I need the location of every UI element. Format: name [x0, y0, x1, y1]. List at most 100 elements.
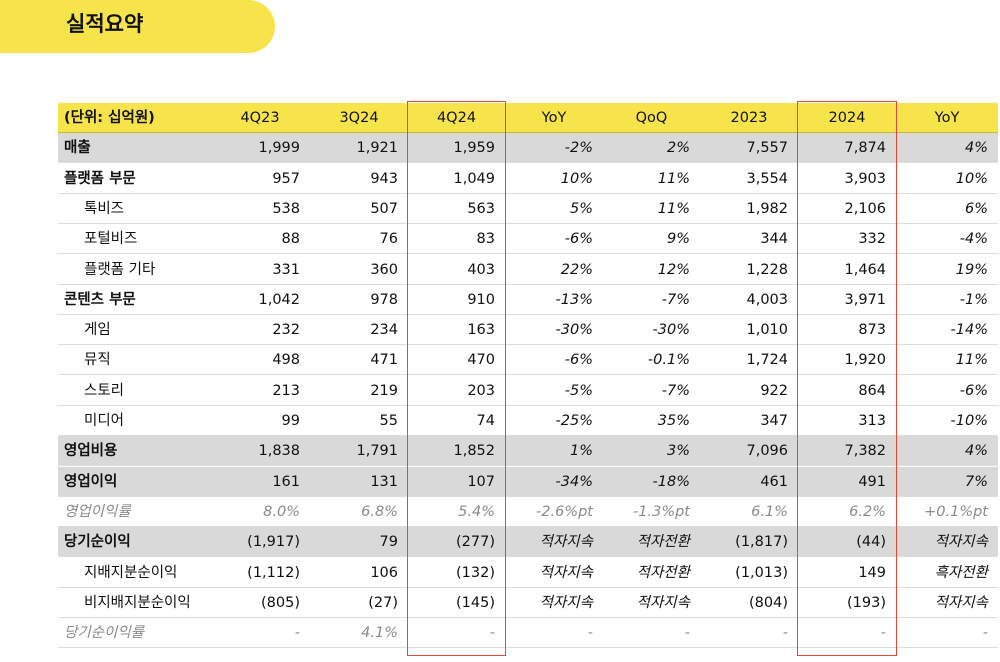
table-cell: -0.1% [603, 345, 700, 376]
row-label: 당기순이익 [58, 527, 210, 558]
table-cell: 1% [505, 436, 603, 467]
table-cell: 4,003 [700, 284, 798, 315]
table-cell: 35% [603, 406, 700, 436]
table-cell: - [603, 618, 700, 649]
table-cell: 213 [210, 375, 310, 406]
table-cell: 957 [210, 163, 310, 194]
page-title: 실적요약 [66, 12, 144, 36]
column-header: (단위: 십억원) [58, 103, 210, 133]
table-cell: 7,096 [700, 436, 798, 467]
table-cell: 11% [603, 193, 700, 224]
row-label: 플랫폼 기타 [58, 254, 210, 285]
table-cell: 1,010 [700, 315, 798, 346]
table-cell: 1,921 [310, 133, 408, 164]
table-cell: 910 [408, 284, 505, 315]
table-cell: 12% [603, 254, 700, 285]
table-cell: 3,554 [700, 163, 798, 194]
table-cell: (27) [310, 587, 408, 618]
table-cell: 1,959 [408, 133, 505, 164]
table-cell: 203 [408, 375, 505, 406]
row-label: 당기순이익률 [58, 618, 210, 649]
table-cell: 76 [310, 224, 408, 255]
table-cell: 22% [505, 254, 603, 285]
table-cell: 1,920 [798, 345, 896, 376]
table-cell: 1,724 [700, 345, 798, 376]
table-cell: (1,112) [210, 557, 310, 588]
table-cell: (44) [798, 527, 896, 558]
table-cell: 873 [798, 315, 896, 346]
table-cell: 2% [603, 133, 700, 164]
column-header: 3Q24 [310, 103, 408, 133]
column-header: QoQ [603, 103, 700, 133]
table-cell: 313 [798, 406, 896, 436]
table-cell: 471 [310, 345, 408, 376]
table-cell: (277) [408, 527, 505, 558]
table-cell: -30% [505, 315, 603, 346]
table-cell: 2,106 [798, 193, 896, 224]
table-cell: 1,838 [210, 436, 310, 467]
table-cell: 9% [603, 224, 700, 255]
table-cell: 적자전환 [603, 527, 700, 558]
table-cell: 6.8% [310, 496, 408, 527]
table-cell: 10% [505, 163, 603, 194]
table-cell: 1,999 [210, 133, 310, 164]
column-header: 2024 [798, 103, 896, 133]
table-cell: (132) [408, 557, 505, 588]
table-cell: - [505, 618, 603, 649]
table-cell: (1,917) [210, 527, 310, 558]
table-cell: -18% [603, 466, 700, 497]
table-cell: 106 [310, 557, 408, 588]
table-cell: 507 [310, 193, 408, 224]
table-cell: 적자지속 [896, 587, 998, 618]
table-cell: 7,382 [798, 436, 896, 467]
table-cell: 6.1% [700, 496, 798, 527]
table-cell: 적자지속 [505, 587, 603, 618]
table-cell: (805) [210, 587, 310, 618]
table-cell: 219 [310, 375, 408, 406]
table-cell: -30% [603, 315, 700, 346]
column-header: 4Q23 [210, 103, 310, 133]
table-cell: 11% [603, 163, 700, 194]
table-cell: 360 [310, 254, 408, 285]
table-cell: -14% [896, 315, 998, 346]
table-cell: 232 [210, 315, 310, 346]
table-cell: 4% [896, 436, 998, 467]
table-cell: 149 [798, 557, 896, 588]
table-cell: (1,817) [700, 527, 798, 558]
table-cell: 3,903 [798, 163, 896, 194]
row-label: 비지배지분순이익 [58, 587, 210, 618]
table-cell: 7% [896, 466, 998, 497]
table-cell: -10% [896, 406, 998, 436]
table-cell: 19% [896, 254, 998, 285]
table-cell: 331 [210, 254, 310, 285]
table-cell: 107 [408, 466, 505, 497]
column-header: 2023 [700, 103, 798, 133]
row-label: 플랫폼 부문 [58, 163, 210, 194]
table-cell: 8.0% [210, 496, 310, 527]
table-cell: 적자전환 [603, 557, 700, 588]
table-cell: 344 [700, 224, 798, 255]
table-cell: 7,557 [700, 133, 798, 164]
row-label: 스토리 [58, 375, 210, 406]
table-cell: 234 [310, 315, 408, 346]
table-cell: (145) [408, 587, 505, 618]
table-cell: 10% [896, 163, 998, 194]
table-cell: - [700, 618, 798, 649]
row-label: 영업이익률 [58, 496, 210, 527]
column-header: 4Q24 [408, 103, 505, 133]
table-cell: - [896, 618, 998, 649]
table-cell: 470 [408, 345, 505, 376]
table-cell: 1,049 [408, 163, 505, 194]
table-cell: 55 [310, 406, 408, 436]
table-cell: -7% [603, 375, 700, 406]
table-cell: - [210, 618, 310, 649]
table-cell: 1,791 [310, 436, 408, 467]
table-cell: (1,013) [700, 557, 798, 588]
table-cell: 4.1% [310, 618, 408, 649]
table-cell: 1,464 [798, 254, 896, 285]
table-cell: -6% [896, 375, 998, 406]
row-label: 영업비용 [58, 436, 210, 467]
table-cell: 538 [210, 193, 310, 224]
row-label: 매출 [58, 133, 210, 164]
